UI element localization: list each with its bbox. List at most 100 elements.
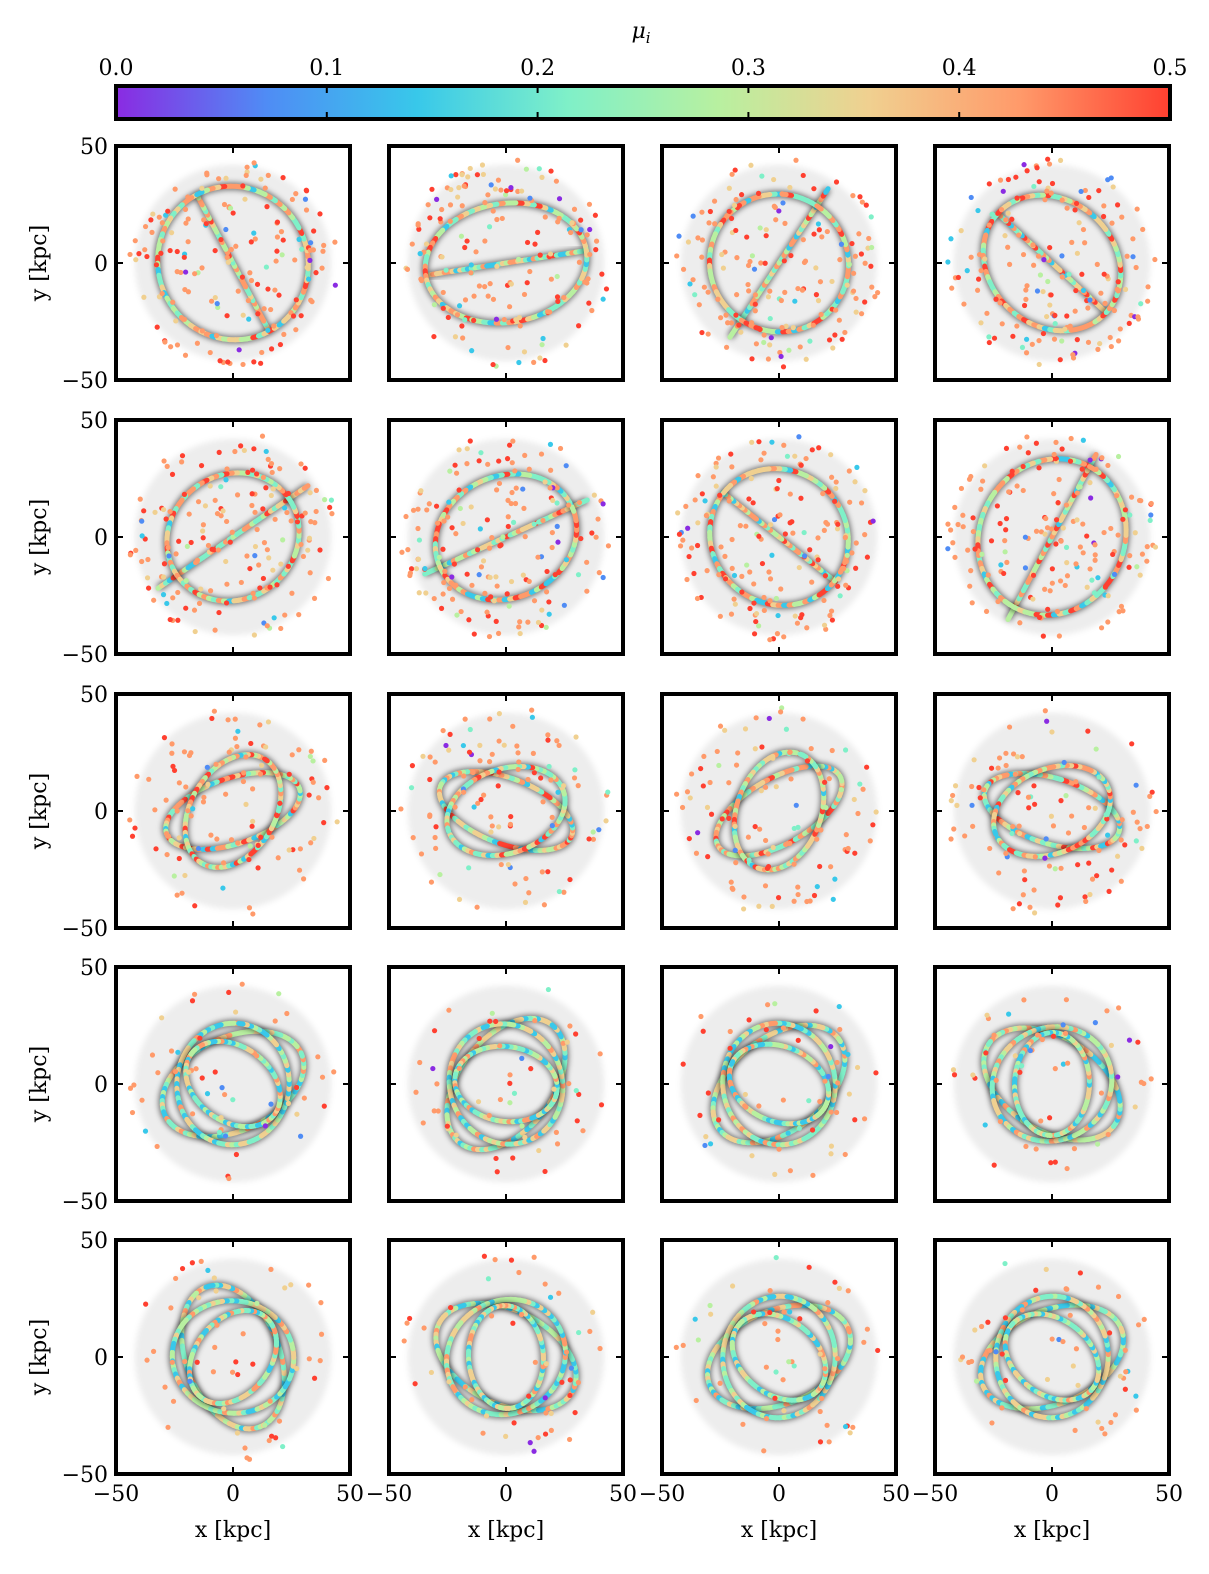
particle xyxy=(1116,338,1121,343)
particle xyxy=(838,593,843,598)
particle xyxy=(487,634,492,639)
particle xyxy=(257,722,262,727)
particle xyxy=(521,506,526,511)
particle xyxy=(482,238,487,243)
particle xyxy=(298,461,303,466)
particle xyxy=(549,277,554,282)
particle xyxy=(280,175,285,180)
particle xyxy=(266,719,271,724)
particle xyxy=(173,551,178,556)
particle xyxy=(219,1085,224,1090)
particle xyxy=(546,599,551,604)
particle xyxy=(701,783,706,788)
particle xyxy=(1080,521,1085,526)
particle xyxy=(209,716,214,721)
particle xyxy=(733,860,738,865)
particle xyxy=(270,470,275,475)
particle xyxy=(127,252,132,257)
panel-grid: 500−50y [kpc]500−50y [kpc]500−50y [kpc]5… xyxy=(27,135,1183,1543)
particle xyxy=(528,1066,533,1071)
particle xyxy=(734,255,739,260)
particle xyxy=(261,576,266,581)
particle xyxy=(788,1168,793,1173)
particle xyxy=(540,336,545,341)
particle xyxy=(484,610,489,615)
particle xyxy=(817,1099,822,1104)
particle xyxy=(486,294,491,299)
particle xyxy=(267,585,272,590)
particle xyxy=(983,1122,988,1127)
particle xyxy=(276,991,281,996)
particle xyxy=(310,758,315,763)
particle xyxy=(468,270,473,275)
particle xyxy=(186,1070,191,1075)
particle xyxy=(482,591,487,596)
particle xyxy=(790,531,795,536)
particle xyxy=(523,876,528,881)
particle-segment xyxy=(206,1286,210,1287)
particle xyxy=(835,526,840,531)
particle xyxy=(597,570,602,575)
particle xyxy=(409,566,414,571)
particle xyxy=(205,1268,210,1273)
particle xyxy=(1075,337,1080,342)
particle xyxy=(258,361,263,366)
particle xyxy=(248,741,253,746)
particle xyxy=(983,1050,988,1055)
particle xyxy=(548,251,553,256)
particle xyxy=(1017,831,1022,836)
particle xyxy=(185,544,190,549)
particle xyxy=(424,241,429,246)
particle xyxy=(527,579,532,584)
particle xyxy=(727,498,732,503)
particle xyxy=(1050,181,1055,186)
particle xyxy=(1099,455,1104,460)
particle xyxy=(221,1406,226,1411)
particle xyxy=(1086,805,1091,810)
particle xyxy=(258,177,263,182)
particle xyxy=(233,244,238,249)
particle xyxy=(269,1434,274,1439)
particle xyxy=(992,336,997,341)
particle xyxy=(753,824,758,829)
particle xyxy=(477,572,482,577)
particle xyxy=(822,528,827,533)
particle xyxy=(252,553,257,558)
particle xyxy=(802,530,807,535)
particle xyxy=(844,832,849,837)
particle xyxy=(1061,1062,1066,1067)
particle xyxy=(794,803,799,808)
particle xyxy=(566,502,571,507)
particle xyxy=(399,550,404,555)
particle xyxy=(1031,887,1036,892)
particle xyxy=(982,256,987,261)
particle xyxy=(308,754,313,759)
particle xyxy=(555,1141,560,1146)
particle xyxy=(1061,1022,1066,1027)
particle xyxy=(218,237,223,242)
particle xyxy=(264,204,269,209)
particle xyxy=(516,624,521,629)
particle xyxy=(217,1130,222,1135)
particle xyxy=(504,188,509,193)
particle xyxy=(843,583,848,588)
particle xyxy=(508,822,513,827)
particle xyxy=(1102,272,1107,277)
particle xyxy=(185,808,190,813)
particle xyxy=(752,267,757,272)
particle xyxy=(691,214,696,219)
particle xyxy=(764,1027,769,1032)
particle xyxy=(854,465,859,470)
particle xyxy=(859,500,864,505)
particle xyxy=(810,1173,815,1178)
particle xyxy=(416,557,421,562)
particle xyxy=(548,168,553,173)
particle xyxy=(481,172,486,177)
particle xyxy=(697,302,702,307)
particle xyxy=(708,1141,713,1146)
particle xyxy=(247,905,252,910)
particle xyxy=(1036,254,1041,259)
y-tick-label: 0 xyxy=(94,526,108,551)
particle xyxy=(467,750,472,755)
particle xyxy=(1064,560,1069,565)
